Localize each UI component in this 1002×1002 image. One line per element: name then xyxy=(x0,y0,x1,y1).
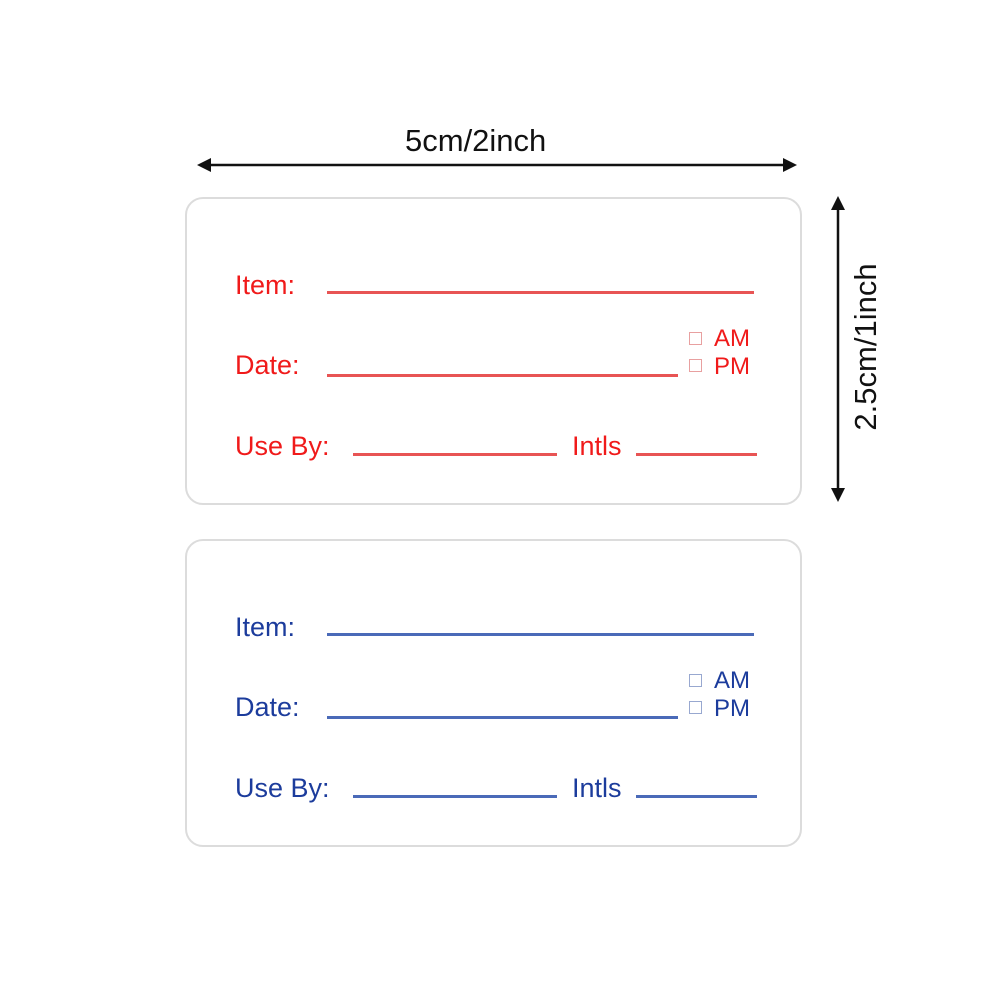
height-arrow-icon xyxy=(831,196,845,502)
pm-checkbox[interactable] xyxy=(689,359,702,372)
pm-checkbox[interactable] xyxy=(689,701,702,714)
intls-label: Intls xyxy=(572,431,622,461)
date-label: Date: xyxy=(235,692,300,722)
am-label: AM xyxy=(714,667,750,694)
intls-line[interactable] xyxy=(636,453,757,456)
date-line[interactable] xyxy=(327,716,678,719)
intls-label: Intls xyxy=(572,773,622,803)
am-checkbox[interactable] xyxy=(689,674,702,687)
item-label: Item: xyxy=(235,612,296,642)
use-by-line[interactable] xyxy=(353,795,557,798)
width-label: 5cm/2inch xyxy=(405,123,547,158)
am-checkbox[interactable] xyxy=(689,332,702,345)
use-by-label: Use By: xyxy=(235,773,330,803)
pm-label: PM xyxy=(714,353,750,380)
intls-line[interactable] xyxy=(636,795,757,798)
height-label: 2.5cm/1inch xyxy=(848,263,883,431)
use-by-line[interactable] xyxy=(353,453,557,456)
am-label: AM xyxy=(714,325,750,352)
label-blue: Item: Date: AM PM Use By: Intls xyxy=(185,539,802,847)
width-arrow-icon xyxy=(197,158,797,172)
date-label: Date: xyxy=(235,350,300,380)
pm-label: PM xyxy=(714,695,750,722)
item-line[interactable] xyxy=(327,291,754,294)
date-line[interactable] xyxy=(327,374,678,377)
item-line[interactable] xyxy=(327,633,754,636)
item-label: Item: xyxy=(235,270,296,300)
use-by-label: Use By: xyxy=(235,431,330,461)
label-red: Item: Date: AM PM Use By: Intls xyxy=(185,197,802,505)
